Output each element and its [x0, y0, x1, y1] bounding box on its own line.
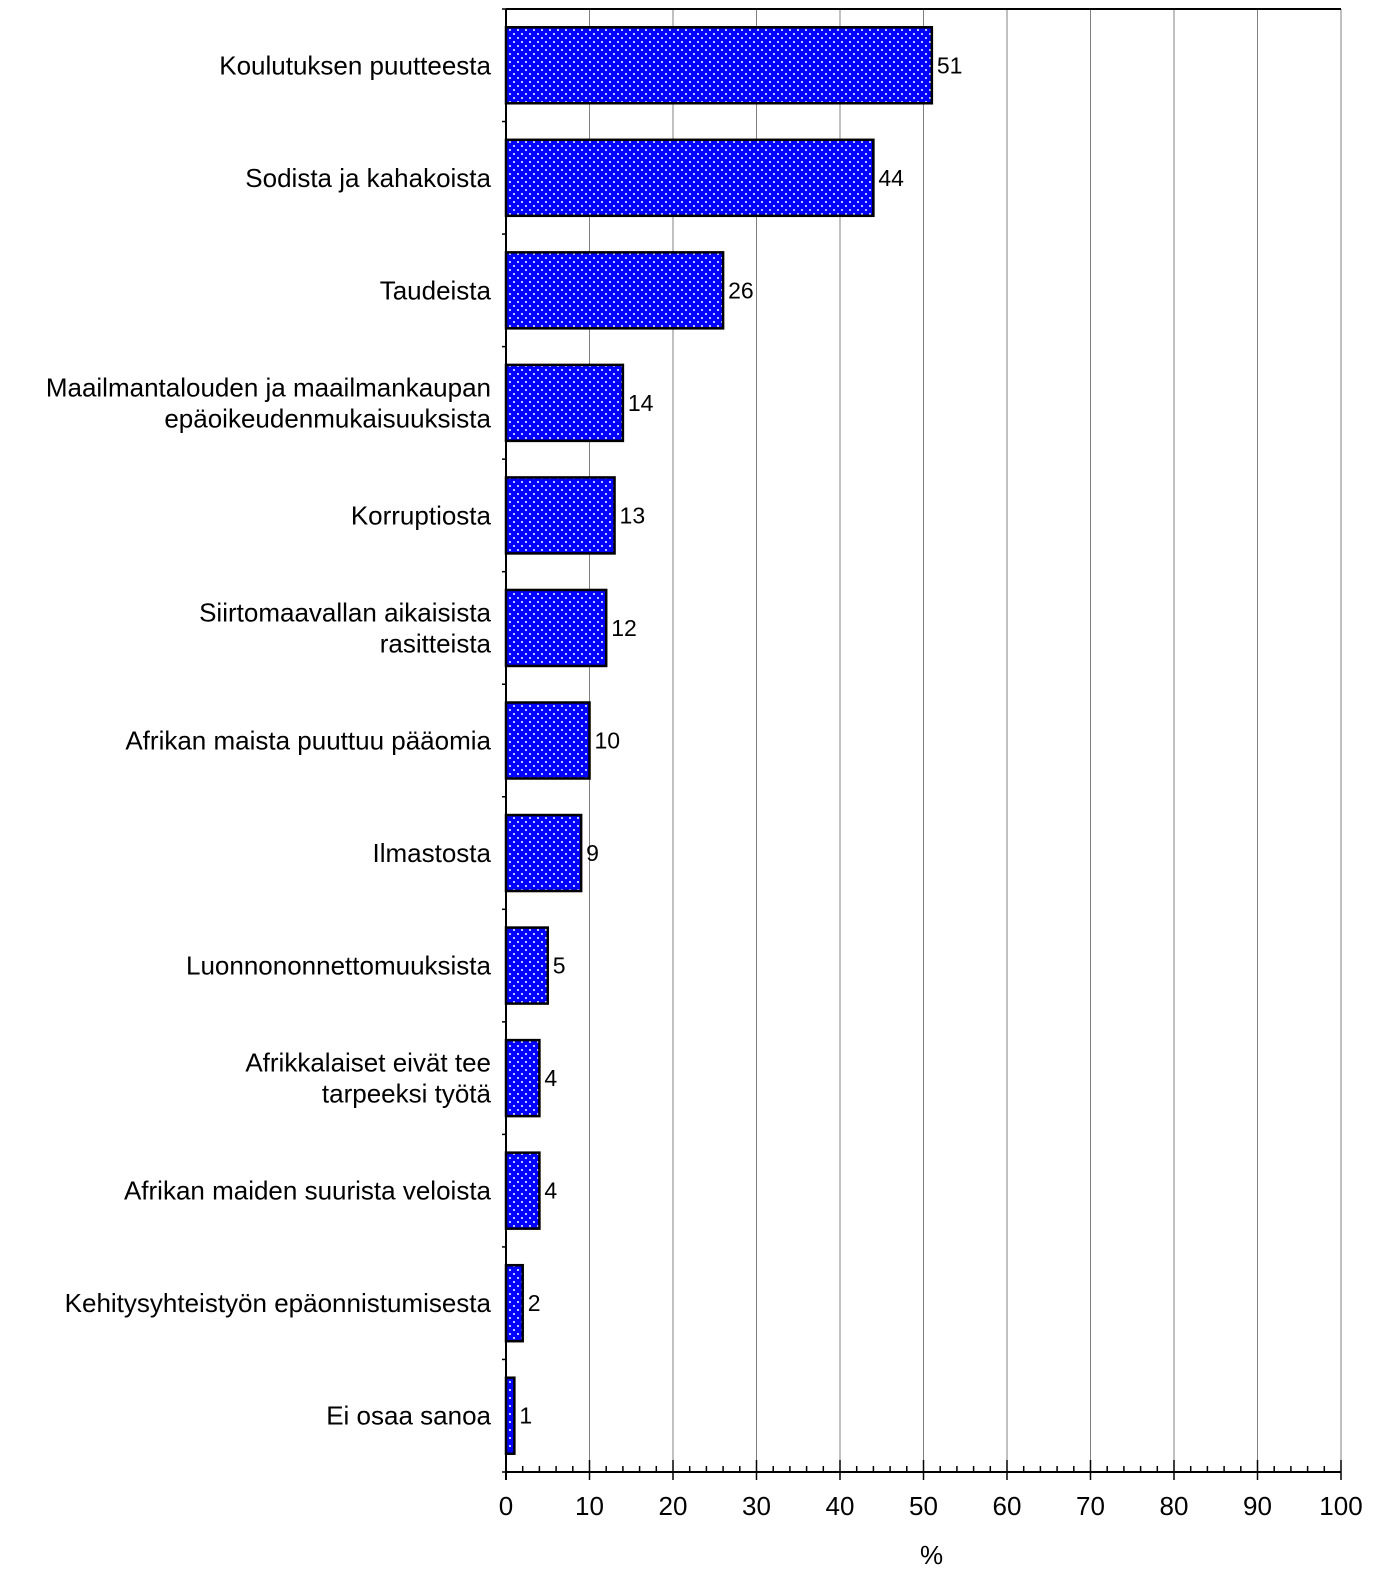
x-tick-label: 50 — [909, 1491, 938, 1521]
value-label: 1 — [519, 1403, 532, 1429]
category-label: Ei osaa sanoa — [326, 1401, 491, 1431]
bar — [504, 1038, 541, 1118]
bar — [504, 476, 616, 555]
category-label: Maailmantalouden ja maailmankaupan — [46, 372, 491, 402]
bar — [504, 701, 591, 780]
value-label: 44 — [878, 165, 904, 191]
bar — [504, 363, 625, 443]
bar — [504, 26, 934, 105]
x-tick-label: 80 — [1160, 1491, 1189, 1521]
value-label: 12 — [611, 615, 637, 641]
x-tick-label: 30 — [742, 1491, 771, 1521]
value-label: 4 — [544, 1065, 557, 1091]
category-label: Sodista ja kahakoista — [245, 163, 491, 193]
gridlines — [589, 9, 1342, 1472]
value-label: 26 — [728, 277, 754, 303]
bar — [504, 1263, 524, 1343]
category-label: Koulutuksen puutteesta — [219, 50, 491, 80]
category-label: epäoikeudenmukaisuuksista — [164, 403, 491, 433]
value-label: 51 — [937, 52, 963, 78]
bars — [504, 26, 934, 1455]
value-label: 10 — [595, 728, 621, 754]
axes: 0 10 20 30 40 50 60 70 80 90 100 — [499, 8, 1363, 1521]
category-label: rasitteista — [380, 628, 492, 658]
category-label: tarpeeksi työtä — [322, 1079, 492, 1109]
category-label: Taudeista — [380, 275, 492, 305]
category-label: Afrikkalaiset eivät tee — [245, 1048, 491, 1078]
bar — [504, 1151, 541, 1230]
category-label: Korruptiosta — [351, 500, 492, 530]
x-tick-label: 70 — [1076, 1491, 1105, 1521]
bar — [504, 813, 583, 893]
value-label: 4 — [544, 1178, 557, 1204]
x-tick-label: 20 — [659, 1491, 688, 1521]
bar — [504, 588, 608, 668]
category-label: Kehitysyhteistyön epäonnistumisesta — [65, 1288, 492, 1318]
x-tick-label: 10 — [575, 1491, 604, 1521]
bar — [504, 138, 875, 218]
category-label: Ilmastosta — [373, 838, 492, 868]
x-tick-label: 0 — [499, 1491, 513, 1521]
value-label: 9 — [586, 840, 599, 866]
category-label: Afrikan maiden suurista veloista — [124, 1176, 492, 1206]
category-label: Siirtomaavallan aikaisista — [199, 597, 491, 627]
x-tick-label: 90 — [1243, 1491, 1272, 1521]
value-label: 13 — [620, 502, 646, 528]
value-label: 2 — [528, 1290, 541, 1316]
x-tick-label: 60 — [993, 1491, 1022, 1521]
bar — [504, 251, 725, 330]
x-tick-label: 100 — [1319, 1491, 1362, 1521]
value-label: 14 — [628, 390, 654, 416]
category-label: Afrikan maista puuttuu pääomia — [125, 726, 491, 756]
bar — [504, 926, 549, 1005]
x-axis-title: % — [920, 1540, 943, 1570]
value-label: 5 — [553, 953, 566, 979]
category-label: Luonnononnettomuuksista — [186, 951, 492, 981]
bar — [504, 1376, 516, 1455]
x-tick-label: 40 — [826, 1491, 855, 1521]
